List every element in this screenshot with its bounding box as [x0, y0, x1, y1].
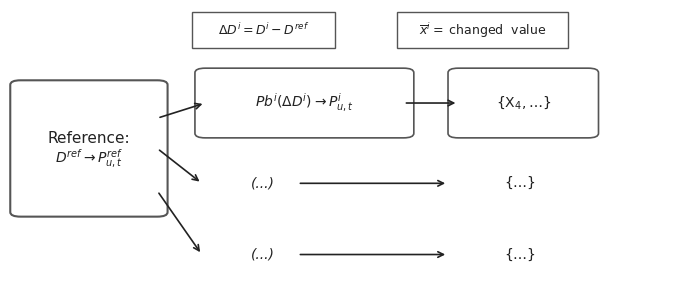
FancyBboxPatch shape: [195, 68, 414, 138]
Bar: [397, 12, 568, 48]
Text: $D^{ref} \rightarrow P^{ref}_{u,t}$: $D^{ref} \rightarrow P^{ref}_{u,t}$: [55, 147, 123, 170]
FancyBboxPatch shape: [10, 80, 168, 217]
Text: (...): (...): [252, 176, 275, 190]
FancyBboxPatch shape: [448, 68, 598, 138]
Text: $\{\mathrm{X}_4,\ldots\}$: $\{\mathrm{X}_4,\ldots\}$: [496, 95, 551, 112]
Bar: [192, 12, 335, 48]
Text: $\{\ldots\}$: $\{\ldots\}$: [504, 246, 536, 263]
Text: (...): (...): [252, 248, 275, 261]
Text: $\{\ldots\}$: $\{\ldots\}$: [504, 175, 536, 191]
Text: $\overline{x}^i =$ changed  value: $\overline{x}^i =$ changed value: [419, 21, 546, 40]
Text: $\Delta D^i = D^i - D^{ref}$: $\Delta D^i = D^i - D^{ref}$: [218, 22, 309, 38]
Text: $Pb^i(\Delta D^i) \rightarrow P^i_{u,t}$: $Pb^i(\Delta D^i) \rightarrow P^i_{u,t}$: [255, 92, 354, 114]
Text: Reference:: Reference:: [48, 131, 130, 146]
